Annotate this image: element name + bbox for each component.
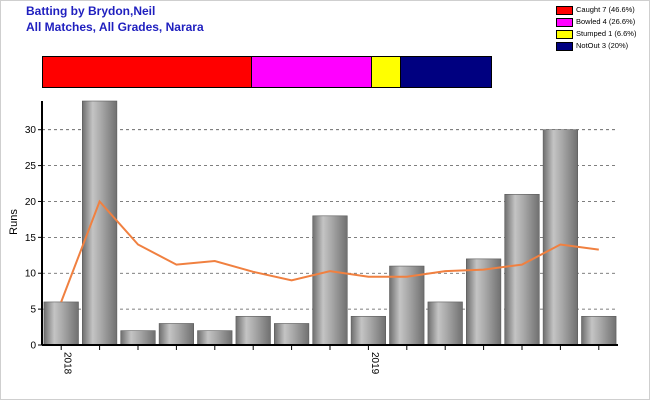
dismissal-stacked-bar	[42, 56, 492, 88]
dismissal-segment-notout	[401, 57, 491, 87]
runs-bar	[427, 301, 463, 346]
runs-bar	[466, 258, 502, 346]
legend-swatch-notout	[556, 42, 573, 51]
runs-bar	[504, 193, 540, 346]
y-axis-title: Runs	[8, 209, 20, 235]
legend-swatch-caught	[556, 6, 573, 15]
legend-label-stumped: Stumped 1 (6.6%)	[576, 29, 637, 38]
legend-swatch-stumped	[556, 30, 573, 39]
y-tick-label: 30	[25, 125, 37, 136]
y-tick-label: 0	[30, 341, 36, 352]
runs-bar	[350, 315, 386, 346]
dismissal-segment-bowled	[252, 57, 372, 87]
average-line	[60, 199, 599, 303]
legend-label-bowled: Bowled 4 (26.6%)	[576, 17, 636, 26]
legend-swatch-bowled	[556, 18, 573, 27]
bars	[43, 100, 617, 346]
y-tick-label: 10	[25, 269, 37, 280]
runs-bar	[312, 215, 348, 346]
runs-bar	[542, 129, 578, 346]
runs-bar	[235, 315, 271, 346]
runs-bar	[43, 301, 79, 346]
dismissal-segment-caught	[43, 57, 253, 87]
chart-subtitle: All Matches, All Grades, Narara	[26, 20, 204, 34]
dismissal-segment-stumped	[371, 57, 402, 87]
runs-bar	[274, 323, 310, 346]
chart-title: Batting by Brydon,Neil	[26, 4, 156, 18]
runs-bar	[158, 323, 194, 346]
y-tick-label: 25	[25, 161, 37, 172]
runs-bar	[389, 265, 425, 346]
runs-bar	[120, 330, 156, 346]
x-tick-label: 2018	[62, 352, 73, 375]
x-tick-label: 2019	[369, 352, 380, 375]
y-tick-label: 15	[25, 233, 37, 244]
legend-label-notout: NotOut 3 (20%)	[576, 41, 629, 50]
runs-bar	[82, 100, 118, 346]
average-line-layer	[60, 199, 599, 303]
y-tick-label: 20	[25, 197, 37, 208]
axes: 0 5 10 15 20 25 30 2018 2019	[25, 101, 618, 375]
y-tick-label: 5	[30, 305, 36, 316]
legend-label-caught: Caught 7 (46.6%)	[576, 5, 635, 14]
runs-bar	[581, 315, 617, 346]
runs-bar	[197, 330, 233, 346]
